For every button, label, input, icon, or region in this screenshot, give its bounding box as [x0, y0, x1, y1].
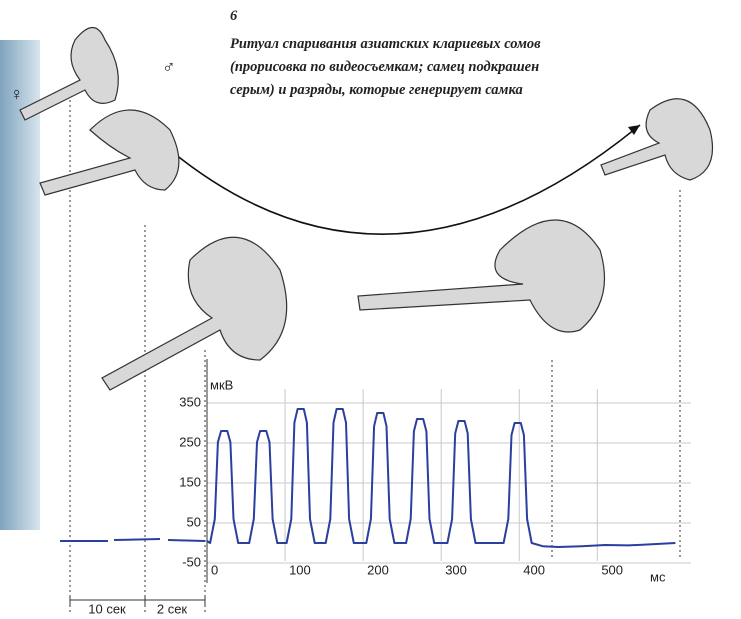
y-axis-label: мкВ — [210, 377, 233, 392]
plot: -50 50 150 250 350 0 100 200 300 400 500 — [179, 359, 691, 583]
annotation: 10 сек — [88, 601, 126, 616]
x-tick-label: 100 — [289, 562, 311, 577]
caption-line: Ритуал спаривания азиатских клариевых со… — [230, 36, 541, 52]
page: {"chart_data": {"type": "line", "figure_… — [0, 0, 741, 619]
y-tick-label: 250 — [179, 434, 201, 449]
figure: ♀ ♂ 6 Ритуал спаривания азиатских кларие… — [0, 0, 741, 619]
annotation: ♀ — [10, 84, 24, 104]
figure-number: 6 — [230, 8, 238, 24]
y-tick-label: 50 — [187, 514, 201, 529]
x-axis-label: мс — [650, 569, 666, 584]
x-tick-label: 300 — [445, 562, 467, 577]
arrow — [170, 125, 640, 234]
y-tick-label: 350 — [179, 394, 201, 409]
x-tick-label: 400 — [523, 562, 545, 577]
x-tick-label: 200 — [367, 562, 389, 577]
annotation: 2 сек — [157, 601, 188, 616]
x-tick-label: 500 — [601, 562, 623, 577]
y-tick-label: -50 — [182, 554, 201, 569]
caption-line: серым) и разряды, которые генерирует сам… — [230, 82, 523, 98]
y-tick-label: 150 — [179, 474, 201, 489]
caption-line: (прорисовка по видеосъемкам; самец подкр… — [230, 59, 539, 75]
pre-trace — [60, 539, 205, 541]
x-tick-label: 0 — [211, 562, 218, 577]
annotation: ♂ — [162, 57, 176, 77]
